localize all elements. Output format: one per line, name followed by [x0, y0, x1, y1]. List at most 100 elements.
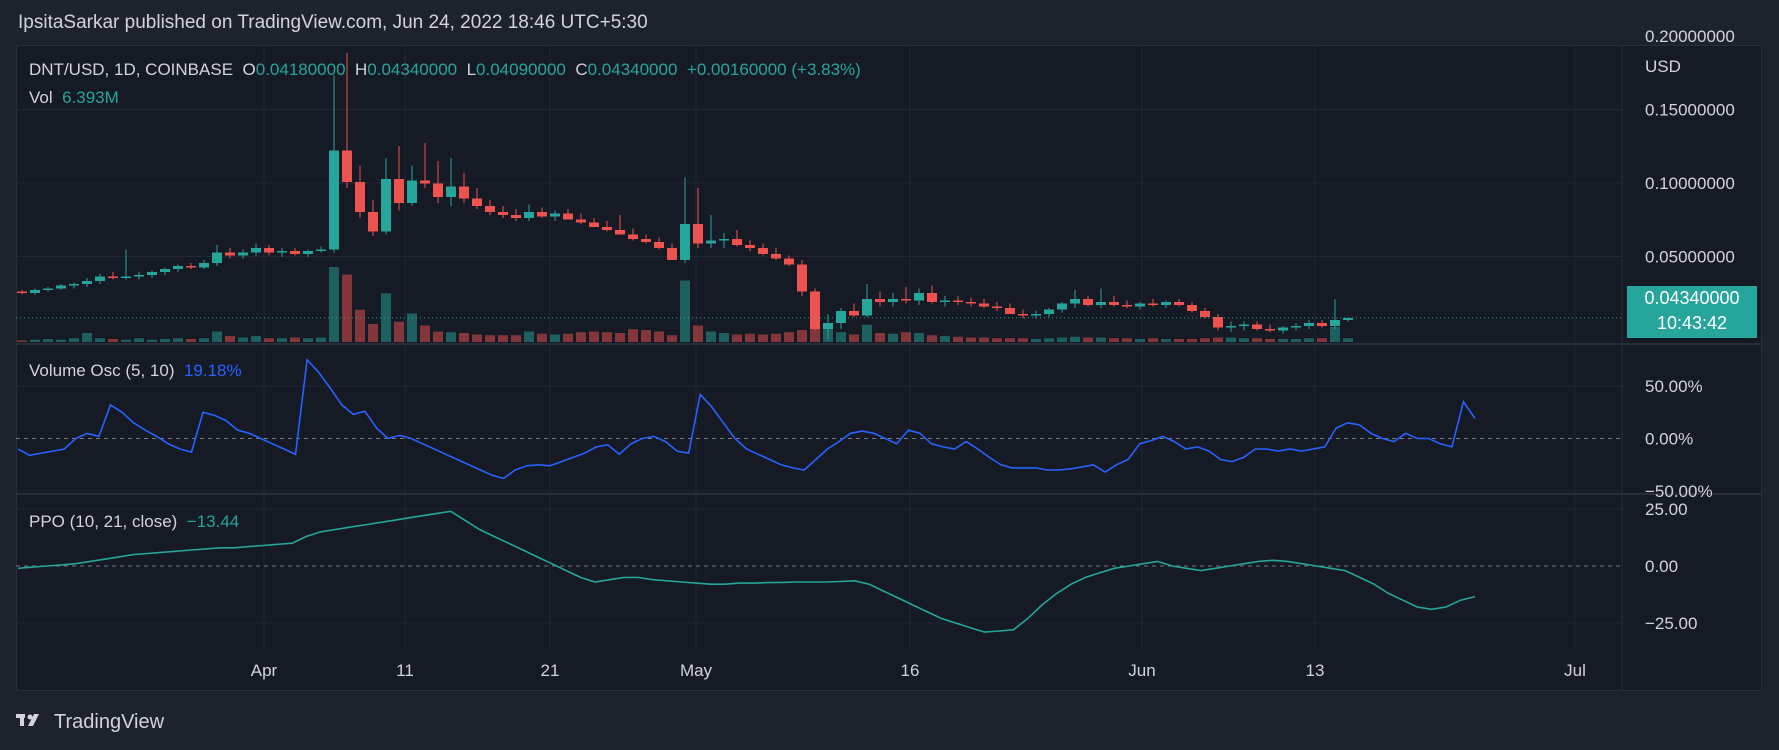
- candle-body: [1083, 299, 1093, 305]
- volume-bar: [238, 337, 248, 342]
- volume-bar: [641, 330, 651, 342]
- x-tick-label: 16: [901, 661, 920, 680]
- volume-bar: [680, 280, 690, 342]
- volume-bar: [537, 333, 547, 342]
- volume-bar: [30, 339, 40, 342]
- volume-bar: [498, 335, 508, 342]
- volume-bar: [1031, 339, 1041, 342]
- high-value: 0.04340000: [367, 60, 458, 79]
- candle-body: [511, 215, 521, 218]
- candle-body: [953, 300, 963, 302]
- candle-body: [1057, 303, 1067, 310]
- footer-brand[interactable]: TradingView: [16, 710, 164, 735]
- footer-brand-name: TradingView: [54, 711, 165, 733]
- volume-bar: [1213, 337, 1223, 342]
- candle-body: [316, 249, 326, 251]
- volume-osc-label[interactable]: Volume Osc (5, 10): [29, 361, 175, 380]
- x-tick-label: 21: [541, 661, 560, 680]
- volume-bar: [407, 313, 417, 342]
- candle-body: [550, 213, 560, 217]
- bar-countdown: 10:43:42: [1656, 313, 1728, 333]
- price-tick-label: 0.20000000: [1645, 27, 1735, 46]
- candle-body: [1265, 329, 1275, 331]
- candle-body: [1330, 320, 1340, 326]
- volume-bar: [1239, 338, 1249, 342]
- volume-bar: [966, 337, 976, 342]
- candle-body: [1005, 308, 1015, 314]
- volume-bar: [134, 338, 144, 342]
- currency-label: USD: [1645, 57, 1681, 76]
- volume-bar: [693, 325, 703, 342]
- volume-bar: [472, 334, 482, 342]
- volume-bar: [992, 338, 1002, 342]
- volume-bar: [836, 332, 846, 342]
- close-value: 0.04340000: [587, 60, 678, 79]
- volume-bar: [1187, 339, 1197, 342]
- volume-bar: [1330, 327, 1340, 342]
- candle-body: [264, 248, 274, 253]
- candle-body: [914, 293, 924, 301]
- volume-bar: [706, 331, 716, 342]
- tradingview-logo-icon: [16, 710, 46, 735]
- candle-body: [667, 248, 677, 260]
- volume-bar: [394, 321, 404, 342]
- open-value: 0.04180000: [255, 60, 346, 79]
- candle-body: [784, 258, 794, 265]
- ppo-legend: PPO (10, 21, close) −13.44: [29, 512, 239, 532]
- volume-bar: [381, 293, 391, 342]
- candle-body: [225, 252, 235, 256]
- candle-body: [290, 251, 300, 254]
- price-tick-label: 0.15000000: [1645, 101, 1735, 120]
- volume-label[interactable]: Vol: [29, 88, 53, 107]
- low-value: 0.04090000: [476, 60, 566, 79]
- candle-body: [355, 182, 365, 212]
- volume-bar: [1278, 339, 1288, 342]
- symbol-label[interactable]: DNT/USD, 1D, COINBASE: [29, 60, 234, 79]
- candle-body: [277, 251, 287, 253]
- volume-osc-value: 19.18%: [183, 361, 242, 380]
- candle-body: [394, 179, 404, 203]
- candle-body: [563, 213, 573, 220]
- volume-bar: [446, 332, 456, 342]
- candle-body: [1135, 303, 1145, 307]
- volume-osc-legend: Volume Osc (5, 10) 19.18%: [29, 361, 242, 381]
- candle-body: [1187, 305, 1197, 311]
- candle-body: [940, 300, 950, 302]
- volume-bar: [277, 338, 287, 342]
- volume-bar: [225, 336, 235, 342]
- volume-bar: [1291, 339, 1301, 342]
- candle-body: [693, 224, 703, 244]
- volume-bar: [1174, 339, 1184, 342]
- volume-bar: [355, 309, 365, 342]
- candle-body: [1252, 324, 1262, 329]
- candle-body: [381, 179, 391, 232]
- volume-bar: [550, 334, 560, 342]
- candle-body: [732, 239, 742, 245]
- volume-bar: [1226, 337, 1236, 342]
- candle-body: [420, 180, 430, 184]
- candle-body: [1109, 302, 1119, 305]
- candle-body: [771, 254, 781, 259]
- volume-bar: [1317, 338, 1327, 342]
- volume-bar: [719, 333, 729, 342]
- x-tick-label: Jul: [1564, 661, 1586, 680]
- candle-body: [1343, 317, 1353, 320]
- candle-body: [238, 252, 248, 256]
- publisher-line: IpsitaSarkar published on TradingView.co…: [18, 12, 648, 33]
- candle-body: [1018, 314, 1028, 316]
- candle-body: [1317, 323, 1327, 326]
- candle-body: [1200, 311, 1210, 317]
- volume-bar: [303, 338, 313, 342]
- volume-bar: [654, 331, 664, 342]
- ppo-label[interactable]: PPO (10, 21, close): [29, 512, 178, 531]
- candle-body: [992, 306, 1002, 308]
- candle-body: [342, 150, 352, 182]
- candle-body: [1161, 302, 1171, 305]
- x-tick-label: 11: [396, 661, 414, 680]
- volume-bar: [316, 337, 326, 342]
- volume-bar: [1161, 339, 1171, 342]
- candle-body: [901, 299, 911, 301]
- chart-frame[interactable]: [16, 45, 1762, 691]
- x-tick-label: May: [680, 661, 713, 680]
